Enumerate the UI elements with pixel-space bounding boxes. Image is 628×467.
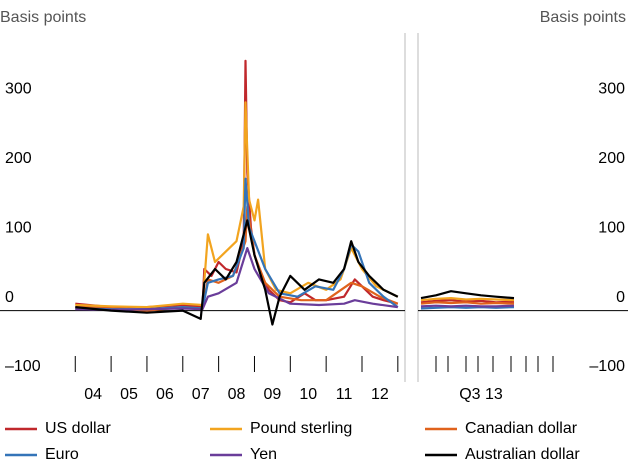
y-tick-label: –100 bbox=[589, 358, 625, 375]
x-tick-label: 06 bbox=[156, 386, 174, 403]
series-line bbox=[75, 101, 399, 309]
y-tick-label: 100 bbox=[5, 219, 32, 236]
legend-label: Australian dollar bbox=[465, 446, 580, 463]
x-tick-label: 10 bbox=[299, 386, 317, 403]
y-tick-label: 100 bbox=[598, 219, 625, 236]
legend-label: Pound sterling bbox=[250, 420, 352, 437]
series-line bbox=[75, 247, 398, 311]
legend-label: Yen bbox=[250, 446, 277, 463]
y-tick-label: –100 bbox=[5, 358, 41, 375]
y-tick-label: 200 bbox=[598, 150, 625, 167]
series-line bbox=[420, 297, 515, 302]
x-tick-label: 07 bbox=[192, 386, 210, 403]
y-axis-label: Basis points bbox=[0, 9, 86, 26]
x-tick-label: 09 bbox=[263, 386, 281, 403]
y-tick-label: 300 bbox=[5, 81, 32, 98]
series-line bbox=[420, 290, 515, 300]
y-tick-label: 0 bbox=[616, 289, 625, 306]
y-axis-label: Basis points bbox=[540, 9, 626, 26]
x-tick-label: 04 bbox=[84, 386, 102, 403]
x-tick-label: 11 bbox=[336, 386, 353, 403]
x-tick-label: 05 bbox=[120, 386, 138, 403]
y-tick-label: 0 bbox=[5, 289, 14, 306]
series-line bbox=[420, 304, 515, 308]
legend-label: US dollar bbox=[45, 420, 111, 437]
series-line bbox=[420, 306, 515, 310]
x-tick-label: Q3 13 bbox=[459, 386, 503, 403]
x-tick-label: 08 bbox=[228, 386, 246, 403]
legend-label: Canadian dollar bbox=[465, 420, 578, 437]
series-line bbox=[75, 59, 399, 309]
y-tick-label: 300 bbox=[598, 81, 625, 98]
y-tick-label: 200 bbox=[5, 150, 32, 167]
x-tick-label: 12 bbox=[371, 386, 389, 403]
series-line bbox=[75, 219, 399, 326]
series-line bbox=[420, 301, 515, 305]
legend-label: Euro bbox=[45, 446, 79, 463]
